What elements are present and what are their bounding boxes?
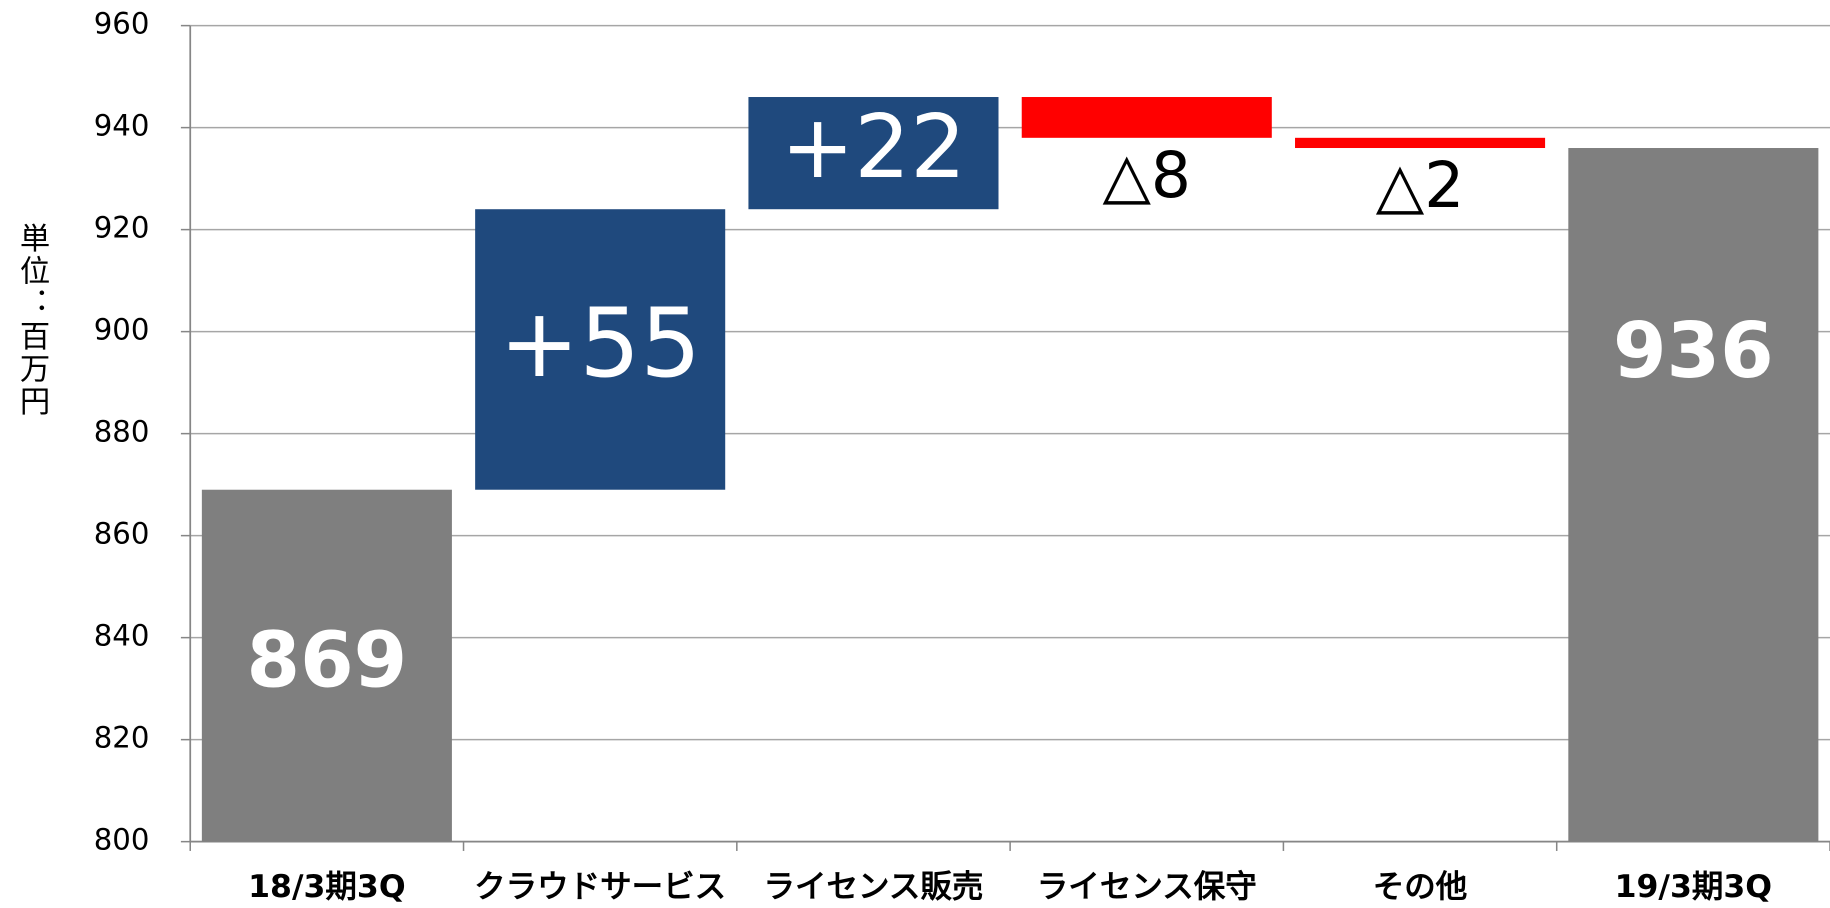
y-tick-label: 860 (94, 517, 150, 551)
bar (1021, 97, 1272, 138)
data-label: 936 (1613, 307, 1774, 396)
y-tick-label: 920 (94, 211, 150, 245)
data-label: 869 (247, 617, 408, 706)
data-label: △8 (1102, 139, 1191, 212)
x-tick-label: クラウドサービス (474, 869, 726, 905)
y-tick-label: 900 (94, 313, 150, 347)
bar (1568, 148, 1819, 842)
data-label: +22 (781, 96, 966, 198)
x-tick-label: 18/3期3Q (248, 869, 406, 905)
y-axis-label: 単位：百万円 (14, 222, 49, 418)
x-tick-label: 19/3期3Q (1615, 869, 1773, 905)
y-tick-label: 880 (94, 415, 150, 449)
y-tick-label: 820 (94, 721, 150, 755)
bar (475, 209, 726, 490)
y-tick-label: 840 (94, 619, 150, 653)
x-tick-label: その他 (1373, 869, 1468, 905)
y-tick-label: 940 (94, 109, 150, 143)
bar (748, 97, 999, 210)
bar (201, 489, 452, 842)
x-tick-label: ライセンス保守 (1037, 869, 1257, 905)
y-tick-label: 960 (94, 7, 150, 41)
x-tick-label: ライセンス販売 (764, 869, 984, 905)
data-label: +55 (499, 287, 701, 399)
y-tick-label: 800 (94, 823, 150, 857)
bar (1295, 137, 1546, 149)
data-label: △2 (1376, 149, 1465, 222)
